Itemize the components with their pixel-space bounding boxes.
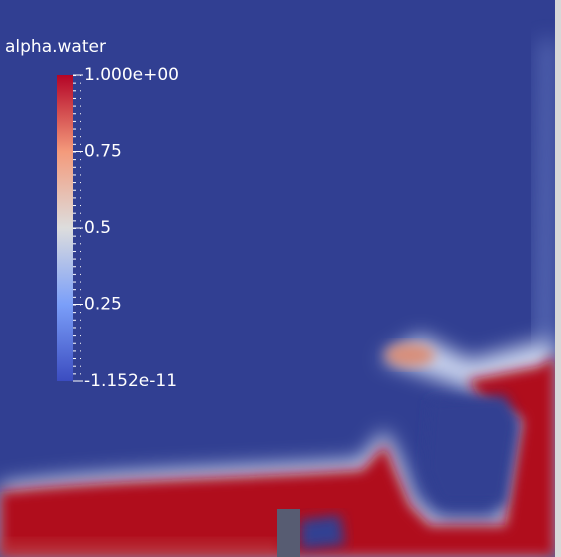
view-border [555, 0, 561, 557]
colorbar-title: alpha.water [5, 37, 106, 57]
tick-label: 0.25 [84, 295, 122, 315]
water-field [0, 40, 555, 557]
colorbar [57, 75, 73, 381]
obstacle [277, 509, 300, 557]
tick-label: 0.5 [84, 218, 111, 238]
tick-label: 1.000e+00 [84, 65, 179, 85]
colorbar-ticks: 1.000e+00 0.75 0.5 0.25 -1.152e-11 [73, 65, 179, 391]
tick-label: 0.75 [84, 142, 122, 162]
tick-label: -1.152e-11 [84, 371, 177, 391]
